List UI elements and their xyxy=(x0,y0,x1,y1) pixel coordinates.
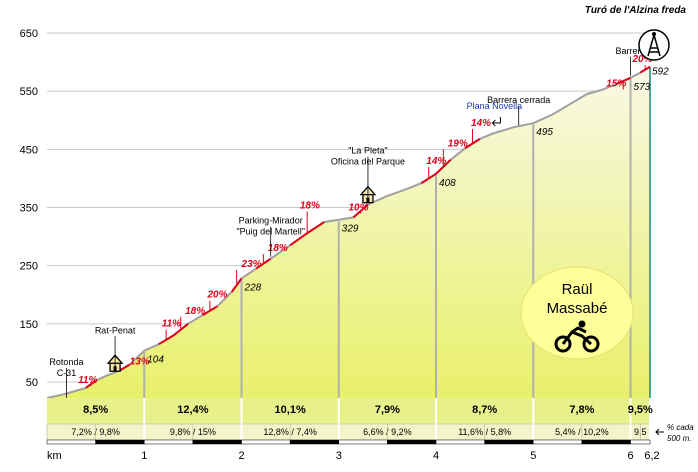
x-axis-label: km xyxy=(47,450,62,462)
gradient-label: 11% xyxy=(162,319,181,330)
poi-label: Rotonda xyxy=(49,357,83,367)
altitude-label: 573 xyxy=(634,82,651,93)
poi-label: Parking-Mirador xyxy=(239,216,303,226)
steep-segments: 11%13%11%18%20%23%18%18% 10%14%19%14%15%2… xyxy=(78,54,653,389)
x-tick-label: 2 xyxy=(238,450,244,462)
profile-area xyxy=(46,65,651,399)
km-columns xyxy=(143,66,651,398)
altitude-label: 228 xyxy=(244,282,262,293)
cyclist-icon xyxy=(554,320,600,353)
points-of-interest: RotondaC-31Rat-PenatParking-Mirador"Puig… xyxy=(49,46,646,399)
y-tick-label: 250 xyxy=(20,261,38,273)
altitude-label: 592 xyxy=(652,67,669,78)
poi-label: Barrera cerrada xyxy=(487,95,550,105)
km-ruler-segment xyxy=(387,439,437,445)
y-tick-label: 550 xyxy=(20,86,38,98)
altitude-label: 104 xyxy=(147,355,164,366)
km-ruler-segment xyxy=(484,439,534,445)
sub-note: % cada 500 m. xyxy=(655,423,694,443)
x-tick-label: 4 xyxy=(433,450,439,462)
y-tick-label: 50 xyxy=(26,377,38,389)
km-ruler-segment xyxy=(289,439,340,445)
gradient-label: 14% xyxy=(426,156,446,167)
gradient-label: 18% xyxy=(300,201,320,212)
poi-label: Barrera xyxy=(616,46,646,56)
gradient-label: 15% xyxy=(606,79,626,90)
badge-ellipse xyxy=(520,266,634,360)
segment-average: 10,1% xyxy=(275,404,306,416)
gradient-label: 23% xyxy=(241,259,262,270)
gradient-label: 19% xyxy=(448,138,468,149)
gradient-label: 11% xyxy=(78,375,97,386)
segment-average: 8,5% xyxy=(83,404,108,416)
gradient-label: 13% xyxy=(130,357,150,368)
x-tick-label: 3 xyxy=(336,450,342,462)
gradient-label: 18% xyxy=(268,243,288,254)
segment-average: 7,8% xyxy=(569,404,594,416)
altitude-label: 329 xyxy=(342,224,359,235)
sub-note-line-2: 500 m. xyxy=(667,434,691,443)
x-tick-label: 5 xyxy=(530,450,536,462)
km-ruler-segment xyxy=(581,439,631,445)
badge-line-2: Massabé xyxy=(547,300,608,317)
km-ruler-segment xyxy=(144,439,194,445)
gradient-bands: 8,5%7,2% / 9,8%12,4%9,8% / 15%10,1%12,8%… xyxy=(46,398,653,445)
km-ruler-segment xyxy=(95,439,145,445)
segment-average: 9,5% xyxy=(628,404,653,416)
segment-average: 12,4% xyxy=(177,404,208,416)
y-tick-label: 150 xyxy=(20,319,38,331)
gradient-label: 20% xyxy=(206,290,227,301)
km-ruler-segment xyxy=(435,439,485,445)
km-ruler-segment xyxy=(192,439,242,445)
x-tick-label: 6,2 xyxy=(644,450,659,462)
steep-segment xyxy=(85,380,97,389)
profile-fill xyxy=(47,66,650,398)
avg-band xyxy=(47,398,650,424)
x-tick-label: 1 xyxy=(141,450,147,462)
km-ruler-segment xyxy=(630,439,651,445)
segment-average: 7,9% xyxy=(375,404,400,416)
badge-line-1: Raül xyxy=(562,281,593,298)
turn-arrow-icon xyxy=(491,117,501,127)
km-ruler-segment xyxy=(241,439,291,445)
y-tick-label: 650 xyxy=(20,28,38,40)
y-tick-label: 450 xyxy=(20,144,38,156)
km-ruler-segment xyxy=(46,439,96,445)
gradient-label: 14% xyxy=(471,118,491,129)
gradient-label: 10% xyxy=(349,202,369,213)
segment-average: 8,7% xyxy=(472,404,497,416)
km-ruler-segment xyxy=(338,439,388,445)
y-tick-label: 350 xyxy=(20,203,38,215)
poi-label: Plana Novella xyxy=(467,101,523,111)
poi-label: "La Pleta" xyxy=(348,146,387,156)
km-ruler-segment xyxy=(533,439,583,445)
altitude-label: 408 xyxy=(439,178,456,189)
profile-line xyxy=(46,65,651,399)
antenna-icon xyxy=(638,29,670,61)
gradient-label: 18% xyxy=(185,306,205,317)
sub-note-line-1: % cada xyxy=(667,423,694,432)
steep-segment xyxy=(435,159,452,175)
steep-segment xyxy=(230,277,243,293)
author-badge: Raül Massabé xyxy=(520,266,634,360)
x-tick-label: 6 xyxy=(627,450,633,462)
chart-title: Turó de l'Alzina freda xyxy=(585,5,687,16)
altitude-label: 495 xyxy=(536,127,553,138)
poi-label: Rat-Penat xyxy=(95,325,136,335)
y-axis-ticks: 50 150 250 350 450 550 650 xyxy=(20,28,38,389)
gradient-label: 20% xyxy=(631,54,652,65)
x-axis-ticks: 1 2 3 4 5 6 6,2 xyxy=(141,450,659,462)
